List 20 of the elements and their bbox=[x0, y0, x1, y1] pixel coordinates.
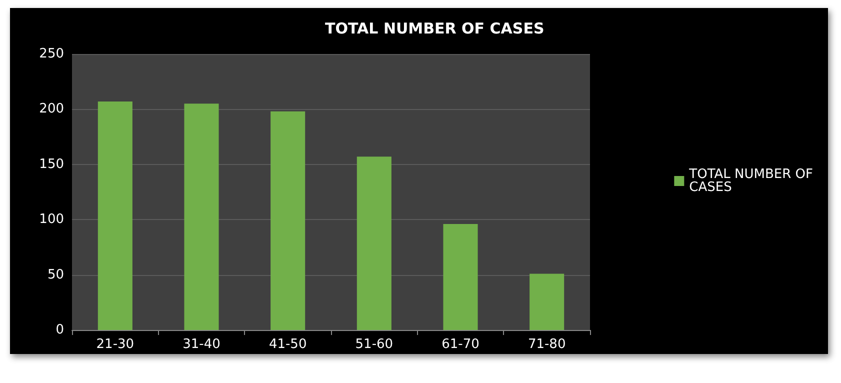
x-tick-label: 41-50 bbox=[268, 337, 307, 352]
bar bbox=[270, 111, 306, 330]
x-tick-label: 31-40 bbox=[182, 337, 220, 352]
bar bbox=[443, 224, 478, 330]
x-tick-label: 71-80 bbox=[528, 337, 566, 352]
x-tick-label: 51-60 bbox=[355, 337, 394, 352]
y-tick-label: 0 bbox=[56, 322, 64, 338]
x-tick-label: 21-30 bbox=[96, 337, 134, 352]
bar bbox=[356, 156, 392, 330]
bar bbox=[184, 104, 219, 330]
x-tick-label: 61-70 bbox=[442, 337, 480, 352]
y-tick-label: 50 bbox=[47, 267, 64, 282]
y-tick-label: 200 bbox=[39, 102, 64, 117]
bar bbox=[530, 274, 564, 330]
chart-title: TOTAL NUMBER OF CASES bbox=[325, 20, 544, 38]
y-tick-label: 100 bbox=[39, 212, 64, 228]
y-tick-label: 250 bbox=[39, 46, 64, 62]
y-tick-label: 150 bbox=[39, 156, 64, 172]
legend-label: TOTAL NUMBER OF CASES bbox=[688, 167, 814, 195]
bar bbox=[98, 101, 132, 330]
